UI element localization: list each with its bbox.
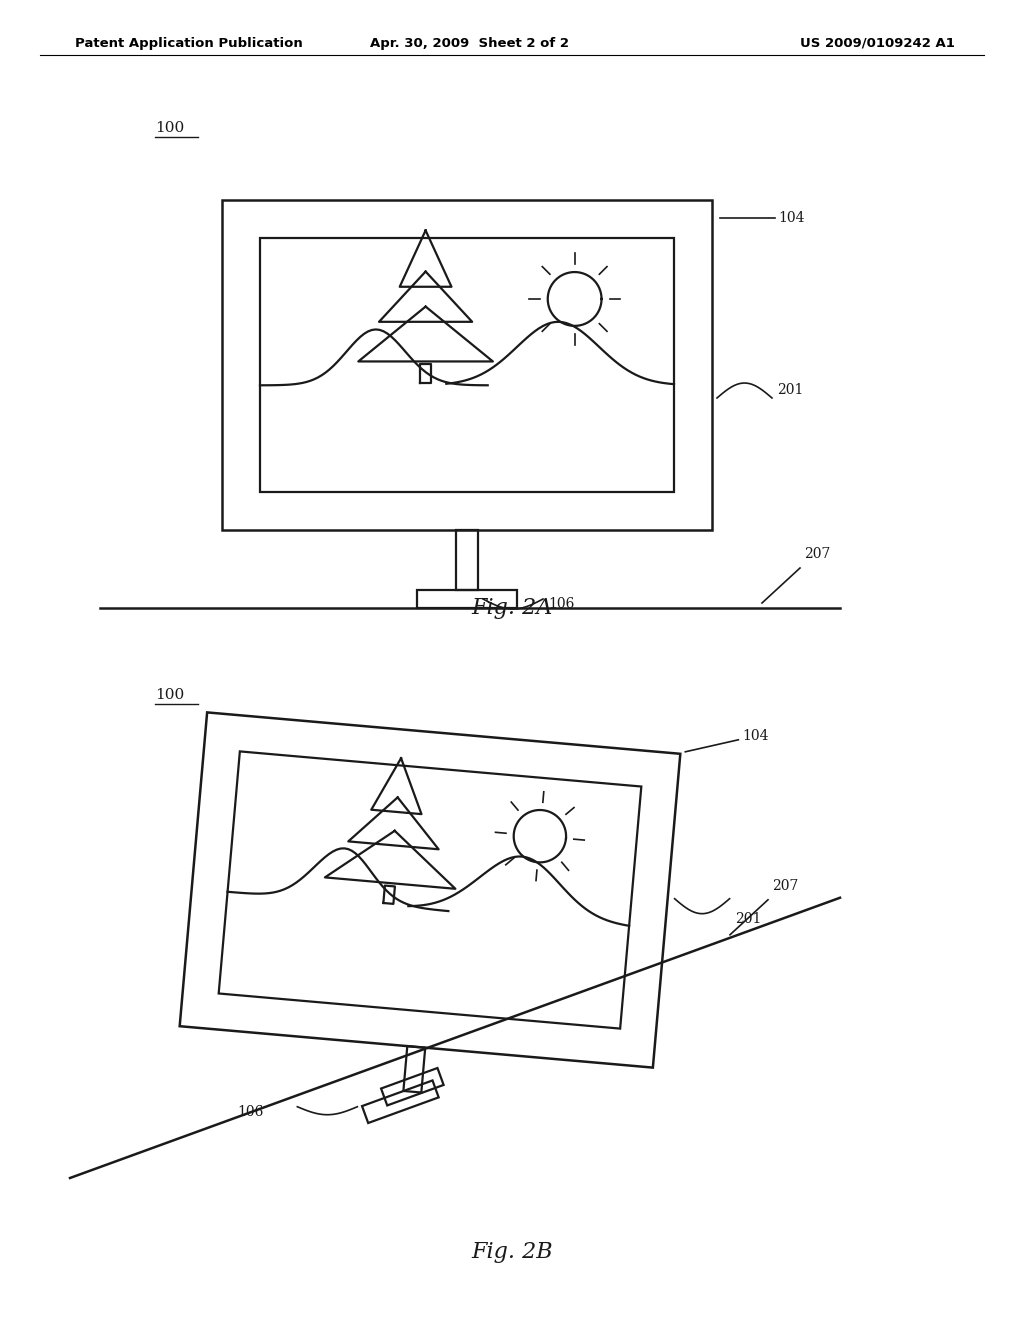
Bar (222, 201, 712, 531)
Text: Patent Application Publication: Patent Application Publication (75, 37, 303, 50)
Text: 104: 104 (742, 729, 769, 743)
Text: Apr. 30, 2009  Sheet 2 of 2: Apr. 30, 2009 Sheet 2 of 2 (371, 37, 569, 50)
Text: 201: 201 (734, 912, 761, 925)
Text: 100: 100 (155, 121, 184, 135)
Text: 104: 104 (778, 211, 805, 224)
Bar (260, 238, 674, 492)
Text: US 2009/0109242 A1: US 2009/0109242 A1 (800, 37, 955, 50)
Text: 100: 100 (155, 688, 184, 702)
Text: 106: 106 (548, 597, 574, 611)
Text: 106: 106 (238, 1105, 264, 1119)
Text: 207: 207 (804, 546, 830, 561)
Text: 207: 207 (772, 879, 799, 892)
Text: Fig. 2A: Fig. 2A (471, 597, 553, 619)
Bar (417, 590, 517, 609)
Text: 201: 201 (777, 383, 804, 397)
Text: Fig. 2B: Fig. 2B (471, 1241, 553, 1263)
Bar (456, 531, 478, 590)
